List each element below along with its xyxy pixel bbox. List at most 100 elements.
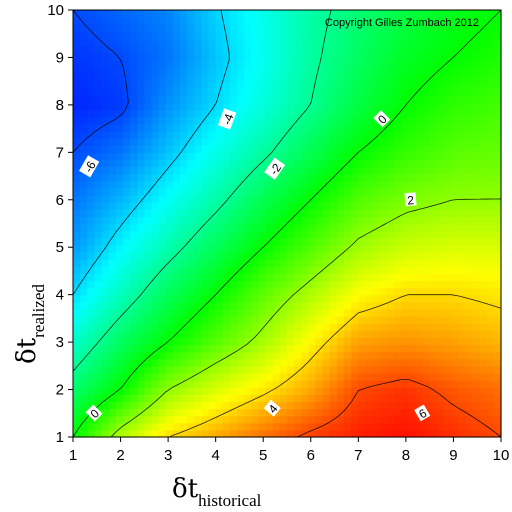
heat-cell [208,223,217,232]
heat-cell [94,95,103,104]
heat-cell [151,116,160,125]
heat-cell [172,59,181,68]
heat-cell [479,287,488,296]
heat-cell [122,74,131,82]
heat-cell [344,301,352,310]
heat-cell [80,280,88,289]
heat-cell [443,230,452,239]
heat-cell [194,394,202,403]
heat-cell [351,95,359,104]
heat-cell [237,273,245,282]
heat-cell [172,88,181,96]
heat-cell [165,259,174,267]
heat-cell [408,187,416,196]
heat-cell [301,130,309,139]
heat-cell [379,323,388,331]
heat-cell [379,330,388,338]
heat-cell [415,10,424,18]
heat-cell [130,330,138,338]
heat-cell [165,88,174,96]
heat-cell [465,259,474,267]
heat-cell [137,387,145,395]
heat-cell [308,216,317,225]
heat-cell [486,230,495,239]
heat-cell [101,287,110,296]
heat-cell [308,180,317,189]
heat-cell [408,358,416,367]
heat-cell [73,330,81,338]
heat-cell [279,259,288,267]
heat-cell [158,408,167,417]
heat-cell [394,59,402,68]
heat-cell [265,358,274,367]
heat-cell [401,195,409,203]
heat-cell [443,88,452,96]
heat-cell [279,380,288,388]
heat-cell [87,415,95,424]
heat-cell [265,45,274,54]
heat-cell [158,195,167,203]
heat-cell [322,145,331,153]
heat-cell [379,88,388,96]
heat-cell [287,31,295,40]
heat-cell [479,422,488,431]
heat-cell [451,109,459,118]
heat-cell [486,45,495,54]
heat-cell [87,202,95,210]
heat-cell [272,74,281,82]
heat-cell [115,166,124,175]
heat-cell [229,31,238,40]
heat-cell [151,81,160,89]
heat-cell [436,159,445,168]
heat-cell [386,408,395,417]
heat-cell [436,301,445,310]
heat-cell [158,422,167,431]
heat-cell [394,10,402,18]
heat-cell [244,202,252,210]
heat-cell [101,102,110,111]
heat-cell [122,130,131,139]
heat-cell [493,10,502,18]
plot-frame [72,9,502,438]
heat-cell [130,394,138,403]
heat-cell [165,24,174,32]
heat-cell [344,216,352,225]
heat-cell [394,408,402,417]
heat-cell [144,344,153,353]
heat-cell [208,159,217,168]
heat-cell [287,422,295,431]
heat-cell [344,173,352,182]
heat-cell [344,401,352,410]
heat-cell [237,24,245,32]
heat-cell [394,365,402,374]
heat-cell [458,394,466,403]
heat-cell [415,109,424,118]
heat-cell [279,230,288,239]
heat-cell [458,66,466,75]
heat-cell [237,202,245,210]
heat-cell [94,109,103,118]
heat-cell [180,287,188,296]
heat-cell [101,130,110,139]
heat-cell [137,372,145,381]
heat-cell [101,74,110,82]
heat-cell [408,266,416,274]
heat-cell [429,195,438,203]
heat-cell [415,351,424,360]
heat-cell [229,337,238,346]
heat-cell [415,216,424,225]
heat-cell [137,145,145,153]
heat-cell [144,180,153,189]
heat-cell [130,74,138,82]
heat-cell [372,10,381,18]
heat-cell [80,358,88,367]
heat-cell [151,209,160,217]
heat-cell [279,116,288,125]
heat-cell [122,401,131,410]
heat-cell [386,230,395,239]
heat-cell [101,216,110,225]
heat-cell [229,152,238,161]
heat-cell [108,365,117,374]
heat-cell [144,372,153,381]
heat-cell [301,81,309,89]
